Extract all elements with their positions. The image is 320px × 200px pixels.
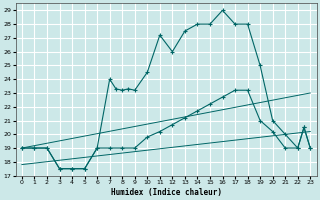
X-axis label: Humidex (Indice chaleur): Humidex (Indice chaleur) (111, 188, 221, 197)
